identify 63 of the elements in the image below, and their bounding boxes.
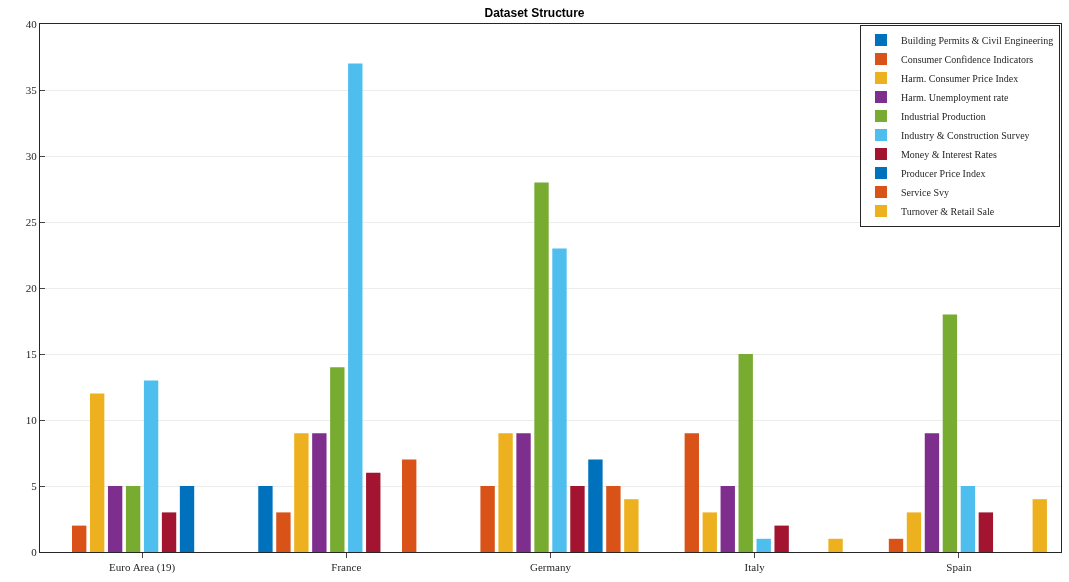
bar: [738, 354, 753, 552]
y-tick-label: 25: [25, 215, 38, 228]
bar: [702, 512, 717, 552]
bar: [624, 499, 639, 552]
bar: [570, 486, 585, 552]
bar: [348, 63, 363, 552]
bar: [312, 433, 327, 552]
x-tick-label: Germany: [530, 561, 572, 574]
bar: [125, 486, 141, 552]
legend-label: Harm. Unemployment rate: [900, 91, 1010, 103]
bar: [978, 512, 994, 552]
y-tick-label: 15: [25, 347, 38, 360]
bar: [552, 248, 567, 552]
bar: [906, 512, 922, 552]
bar: [774, 525, 789, 552]
x-tick-label: Spain: [946, 561, 972, 574]
bar: [258, 486, 273, 552]
y-tick-label: 20: [25, 281, 38, 294]
legend-label: Industry & Construction Survey: [900, 129, 1030, 141]
legend-label: Producer Price Index: [900, 167, 986, 179]
legend-label: Building Permits & Civil Engineering: [900, 34, 1054, 46]
y-tick-label: 30: [25, 149, 38, 162]
bar: [924, 433, 940, 552]
legend-label: Industrial Production: [900, 110, 986, 122]
bar: [179, 486, 195, 552]
bar: [516, 433, 531, 552]
bar: [606, 486, 621, 552]
x-tick-label: Euro Area (19): [109, 561, 176, 575]
bar: [72, 525, 87, 552]
bar: [366, 472, 381, 552]
y-tick-label: 0: [31, 545, 38, 558]
legend-label: Service Svy: [900, 186, 950, 198]
x-tick-label: Italy: [744, 561, 766, 574]
legend-label: Money & Interest Rates: [900, 148, 997, 160]
bar: [756, 538, 771, 552]
bar: [143, 380, 159, 552]
bar: [330, 367, 345, 552]
x-tick-label: France: [331, 561, 362, 574]
legend-label: Consumer Confidence Indicators: [900, 53, 1034, 65]
bar: [276, 512, 291, 552]
chart-title: Dataset Structure: [484, 6, 585, 21]
bar: [1032, 499, 1047, 552]
legend-label: Harm. Consumer Price Index: [900, 72, 1019, 84]
bar: [402, 459, 417, 552]
bar: [498, 433, 513, 552]
y-tick-label: 5: [31, 479, 38, 492]
bar: [888, 538, 904, 552]
bar: [294, 433, 309, 552]
bar: [588, 459, 603, 552]
bar: [942, 314, 958, 552]
bar: [534, 182, 549, 552]
bar: [480, 486, 495, 552]
y-tick-label: 10: [25, 413, 38, 426]
legend-label: Turnover & Retail Sale: [900, 205, 995, 217]
bar: [89, 393, 105, 552]
y-tick-label: 40: [25, 17, 38, 30]
bar: [960, 486, 976, 552]
y-tick-label: 35: [25, 83, 38, 96]
bar: [161, 512, 177, 552]
bar: [107, 486, 123, 552]
bar: [684, 433, 699, 552]
bar: [720, 486, 735, 552]
bar: [828, 538, 843, 552]
